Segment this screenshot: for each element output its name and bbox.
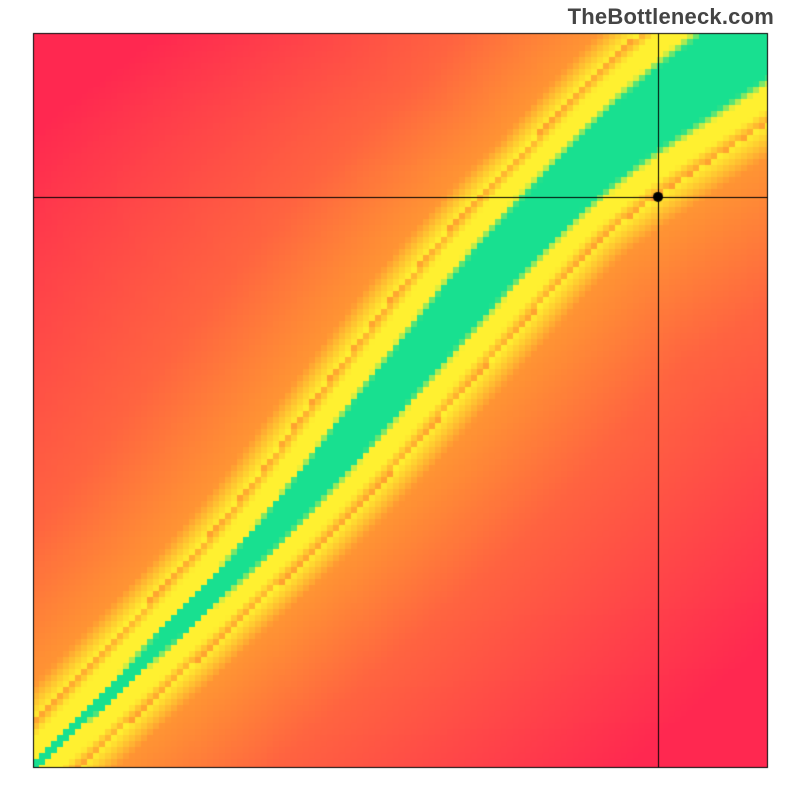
bottleneck-heatmap-container: TheBottleneck.com: [0, 0, 800, 800]
watermark-text: TheBottleneck.com: [568, 4, 774, 30]
bottleneck-heatmap-canvas: [0, 0, 800, 800]
